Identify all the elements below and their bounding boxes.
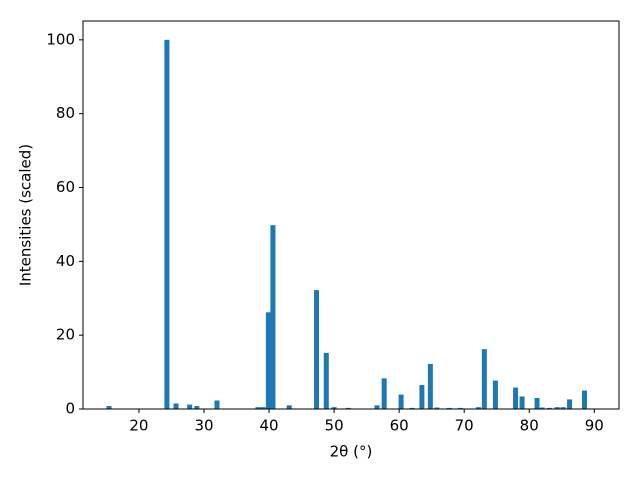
bar (314, 290, 320, 409)
bar (398, 394, 404, 409)
bar (374, 405, 380, 409)
bar (519, 396, 525, 409)
bar (187, 404, 193, 409)
bar (265, 312, 271, 409)
y-tick-label: 0 (65, 400, 75, 418)
x-tick-label: 50 (325, 417, 344, 435)
x-tick-label: 70 (455, 417, 474, 435)
bar (214, 400, 220, 409)
y-tick-label: 40 (56, 252, 75, 270)
x-tick-label: 80 (520, 417, 539, 435)
bar (427, 363, 433, 409)
bar (546, 407, 552, 409)
plot-frame (82, 20, 620, 410)
bar (582, 390, 588, 409)
bar (164, 39, 170, 409)
y-axis-label: Intensities (scaled) (17, 144, 35, 286)
bar (260, 407, 266, 409)
bar (567, 399, 573, 409)
bar (457, 407, 463, 409)
y-tick-label: 100 (46, 30, 75, 48)
bar (554, 407, 560, 409)
bar (475, 407, 481, 409)
x-axis-label: 2θ (°) (330, 443, 373, 461)
bar (270, 225, 276, 409)
bar (381, 378, 387, 409)
bar (534, 397, 540, 409)
bar (194, 406, 200, 409)
bar (286, 405, 292, 409)
bar (513, 387, 519, 409)
bar (419, 385, 425, 409)
bar (323, 352, 329, 409)
bar (434, 407, 440, 409)
x-tick-label: 60 (390, 417, 409, 435)
bar (331, 407, 337, 409)
bar (539, 407, 545, 409)
y-tick-label: 80 (56, 104, 75, 122)
y-tick-label: 60 (56, 178, 75, 196)
bar (560, 407, 566, 409)
x-tick-label: 90 (585, 417, 604, 435)
bar (409, 407, 415, 409)
bar (481, 349, 487, 409)
bar (106, 406, 112, 409)
bar (446, 407, 452, 409)
x-tick-label: 20 (129, 417, 148, 435)
bar (492, 380, 498, 409)
x-tick-label: 30 (194, 417, 213, 435)
bar (173, 403, 179, 409)
bar (345, 407, 351, 409)
x-tick-label: 40 (259, 417, 278, 435)
bar (255, 407, 261, 409)
y-tick-label: 20 (56, 326, 75, 344)
